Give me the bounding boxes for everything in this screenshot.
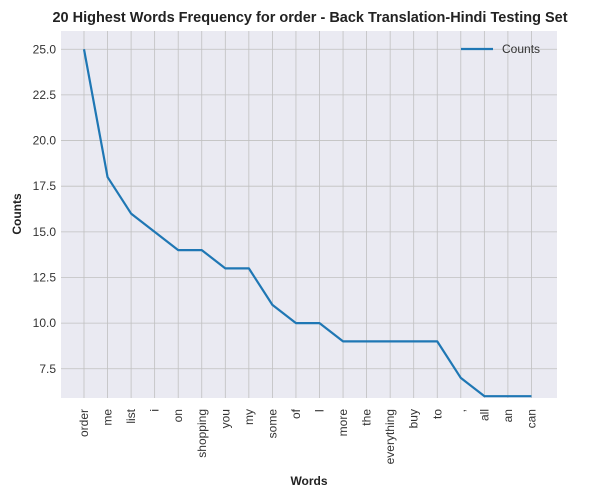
x-tick-label: I bbox=[313, 409, 327, 412]
x-tick-label: me bbox=[101, 409, 115, 426]
legend-label-counts: Counts bbox=[502, 42, 540, 56]
x-tick-label: everything bbox=[383, 409, 397, 464]
y-tick-label: 25.0 bbox=[33, 42, 57, 56]
y-tick-label: 7.5 bbox=[39, 362, 56, 376]
x-tick-label: more bbox=[336, 409, 350, 437]
grid-lines bbox=[61, 31, 557, 398]
x-tick-label: , bbox=[454, 409, 468, 412]
y-axis-ticks: 7.5 10.0 12.5 15.0 17.5 20.0 22.5 25.0 bbox=[33, 42, 57, 376]
x-tick-label: i bbox=[148, 409, 162, 412]
x-tick-label: can bbox=[524, 409, 538, 428]
legend: Counts bbox=[461, 42, 540, 56]
x-tick-label: list bbox=[124, 408, 138, 423]
x-tick-label: the bbox=[360, 409, 374, 426]
x-tick-label: on bbox=[171, 409, 185, 422]
x-axis-label: Words bbox=[290, 474, 327, 488]
series-line-counts bbox=[82, 49, 532, 398]
y-tick-label: 20.0 bbox=[33, 134, 57, 148]
chart-title: 20 Highest Words Frequency for order - B… bbox=[52, 10, 567, 26]
y-tick-label: 12.5 bbox=[33, 270, 57, 284]
x-tick-label: all bbox=[477, 409, 491, 421]
x-tick-label: shopping bbox=[195, 409, 209, 458]
y-tick-label: 22.5 bbox=[33, 88, 57, 102]
y-tick-label: 17.5 bbox=[33, 179, 57, 193]
x-tick-label: buy bbox=[407, 409, 421, 428]
y-axis-label: Counts bbox=[10, 193, 24, 235]
y-tick-label: 15.0 bbox=[33, 225, 57, 239]
x-tick-label: some bbox=[265, 409, 279, 439]
x-tick-label: my bbox=[242, 409, 256, 425]
x-tick-label: an bbox=[501, 409, 515, 422]
x-tick-label: you bbox=[218, 409, 232, 428]
x-tick-label: to bbox=[430, 409, 444, 419]
x-tick-label: of bbox=[289, 408, 303, 419]
y-tick-label: 10.0 bbox=[33, 316, 57, 330]
x-tick-label: order bbox=[77, 409, 91, 437]
plot-area bbox=[61, 31, 557, 398]
